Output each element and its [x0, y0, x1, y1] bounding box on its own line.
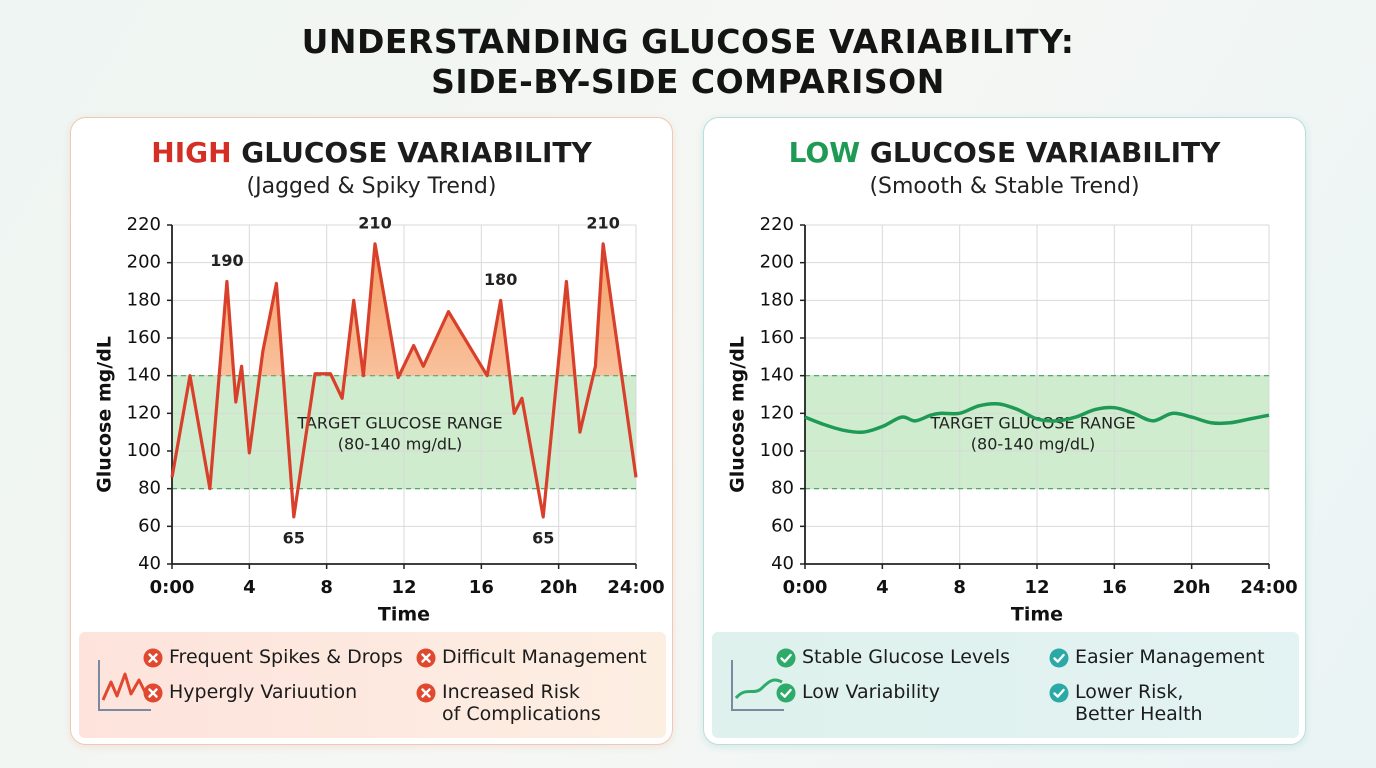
x-tick-label: 8	[953, 577, 966, 598]
band-label: (80-140 mg/dL)	[971, 435, 1095, 454]
feature-item: Frequent Spikes & Drops	[143, 646, 403, 668]
feature-text: Increased Risk of Complications	[442, 681, 601, 725]
panel: LOW GLUCOSE VARIABILITY (Smooth & Stable…	[703, 117, 1306, 745]
panel-subtitle: (Jagged & Spiky Trend)	[246, 174, 497, 199]
y-tick-label: 200	[760, 252, 794, 273]
y-tick-label: 40	[771, 553, 794, 574]
y-tick-label: 180	[127, 289, 161, 310]
heading-text: GLUCOSE VARIABILITY	[869, 136, 1221, 169]
feature-text: Lower Risk, Better Health	[1075, 681, 1203, 725]
feature-item: Low Variability	[776, 681, 940, 703]
series-line	[804, 401, 1270, 435]
x-tick-label: 0:00	[783, 577, 828, 598]
panel-heading: HIGH GLUCOSE VARIABILITY	[71, 136, 672, 169]
feature-icon	[776, 648, 796, 668]
feature-text: Frequent Spikes & Drops	[169, 646, 403, 668]
chart: 40 60 80 100 120 140 160 180 200 220 0:00 4 8 12 16 20h…	[727, 214, 1298, 626]
panel: HIGH GLUCOSE VARIABILITY (Jagged & Spiky…	[70, 117, 673, 745]
data-label: 65	[532, 528, 554, 547]
page-title: SIDE-BY-SIDE COMPARISON	[431, 62, 945, 101]
y-tick-label: 80	[138, 478, 161, 499]
feature-icon	[416, 683, 436, 703]
panel-subtitle: (Smooth & Stable Trend)	[869, 174, 1140, 199]
band-label: TARGET GLUCOSE RANGE	[929, 414, 1135, 433]
feature-item: Difficult Management	[416, 646, 647, 668]
feature-icon	[143, 683, 163, 703]
feature-icon	[776, 683, 796, 703]
x-axis-title: Time	[1011, 604, 1063, 626]
x-tick-label: 4	[243, 577, 256, 598]
y-tick-label: 220	[760, 214, 794, 235]
data-label: 190	[210, 251, 243, 270]
panel-heading: LOW GLUCOSE VARIABILITY	[704, 136, 1305, 169]
series-line	[170, 242, 638, 519]
y-tick-label: 220	[127, 214, 161, 235]
x-tick-label: 20h	[540, 577, 578, 598]
band-label: TARGET GLUCOSE RANGE	[296, 414, 502, 433]
data-label: 210	[586, 213, 619, 232]
x-axis-title: Time	[378, 604, 430, 626]
feature-text: Low Variability	[802, 681, 940, 703]
x-tick-label: 0:00	[150, 577, 195, 598]
y-tick-label: 160	[127, 327, 161, 348]
x-tick-label: 16	[469, 577, 494, 598]
feature-item: Hypergly Variuution	[143, 681, 357, 703]
feature-text: Easier Management	[1075, 646, 1265, 668]
heading-text: GLUCOSE VARIABILITY	[241, 136, 592, 169]
y-tick-label: 140	[127, 365, 161, 386]
feature-text: Hypergly Variuution	[169, 681, 358, 703]
feature-icon	[416, 648, 436, 668]
feature-text: Difficult Management	[442, 646, 647, 668]
x-tick-label: 8	[320, 577, 333, 598]
heading-accent: HIGH	[151, 136, 232, 169]
feature-icon	[143, 648, 163, 668]
y-tick-label: 180	[760, 289, 794, 310]
x-tick-label: 12	[1024, 577, 1049, 598]
y-tick-label: 160	[760, 327, 794, 348]
x-tick-label: 24:00	[1240, 577, 1297, 598]
feature-item: Increased Risk of Complications	[416, 681, 601, 725]
data-label: 65	[283, 528, 305, 547]
feature-item: Lower Risk, Better Health	[1049, 681, 1203, 725]
icon	[98, 660, 151, 711]
feature-box: Stable Glucose Levels Easier Management Lo…	[712, 632, 1299, 738]
y-tick-label: 80	[771, 478, 794, 499]
y-tick-label: 140	[760, 365, 794, 386]
y-axis-title: Glucose mg/dL	[727, 336, 749, 493]
y-tick-label: 100	[127, 440, 161, 461]
page-title: UNDERSTANDING GLUCOSE VARIABILITY:	[301, 22, 1075, 61]
feature-icon	[1049, 648, 1069, 668]
icon	[731, 660, 784, 711]
y-tick-label: 40	[138, 553, 161, 574]
y-axis-title: Glucose mg/dL	[94, 336, 116, 493]
data-label: 180	[484, 270, 517, 289]
feature-icon	[1049, 683, 1069, 703]
x-tick-label: 24:00	[607, 577, 664, 598]
y-tick-label: 120	[760, 402, 794, 423]
y-tick-label: 100	[760, 440, 794, 461]
data-label: 210	[358, 213, 391, 232]
feature-item: Easier Management	[1049, 646, 1265, 668]
y-tick-label: 60	[771, 515, 794, 536]
x-tick-label: 4	[876, 577, 889, 598]
feature-item: Stable Glucose Levels	[776, 646, 1010, 668]
feature-text: Stable Glucose Levels	[802, 646, 1011, 668]
x-tick-label: 16	[1102, 577, 1127, 598]
y-tick-label: 60	[138, 515, 161, 536]
x-tick-label: 12	[391, 577, 416, 598]
y-tick-label: 120	[127, 402, 161, 423]
chart: 40 60 80 100 120 140 160 180 200 220 0:00 4 8 12 16 20h…	[94, 213, 665, 626]
feature-box: Frequent Spikes & Drops Difficult Managem…	[79, 632, 666, 738]
band-label: (80-140 mg/dL)	[338, 435, 462, 454]
x-tick-label: 20h	[1173, 577, 1211, 598]
heading-accent: LOW	[788, 136, 861, 169]
y-tick-label: 200	[127, 252, 161, 273]
